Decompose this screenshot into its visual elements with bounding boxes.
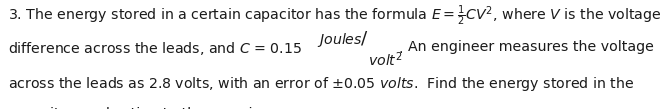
Text: across the leads as 2.8 volts, with an error of $\pm$0.05 $volts$.  Find the ene: across the leads as 2.8 volts, with an e…: [8, 75, 634, 93]
Text: An engineer measures the voltage: An engineer measures the voltage: [408, 40, 654, 54]
Text: $\mathit{volt}^2$: $\mathit{volt}^2$: [368, 51, 403, 69]
Text: /: /: [361, 29, 367, 47]
Text: $\mathit{Joules}$: $\mathit{Joules}$: [317, 31, 364, 49]
Text: .: .: [399, 42, 404, 56]
Text: 3. The energy stored in a certain capacitor has the formula $E = \frac{1}{2}CV^2: 3. The energy stored in a certain capaci…: [8, 3, 662, 28]
Text: difference across the leads, and $C$ = 0.15: difference across the leads, and $C$ = 0…: [8, 40, 302, 57]
Text: capacitor, and estimate the error in your answer.: capacitor, and estimate the error in you…: [8, 107, 357, 109]
